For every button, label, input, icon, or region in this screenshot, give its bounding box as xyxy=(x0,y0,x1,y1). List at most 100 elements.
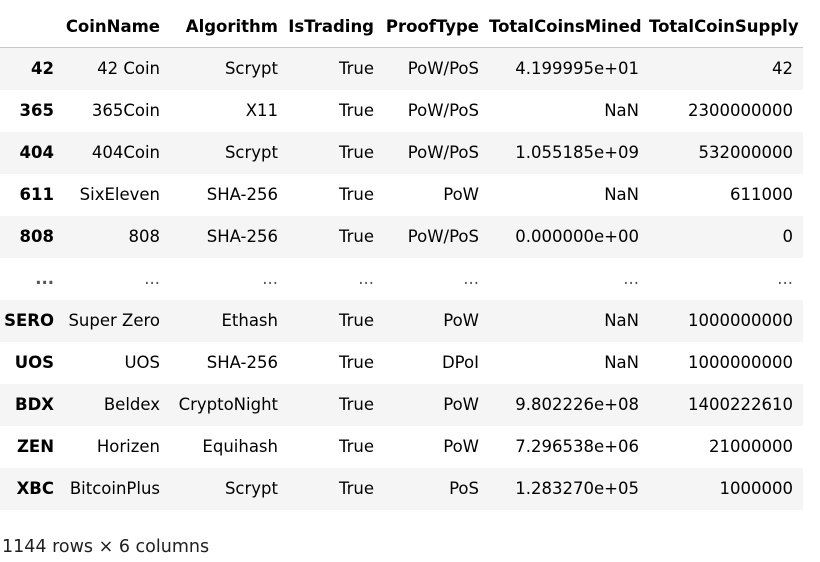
table-cell: NaN xyxy=(604,101,639,120)
row-index: 404 xyxy=(19,143,54,162)
table-header: CoinName Algorithm IsTrading ProofType T… xyxy=(0,7,803,48)
row-index: 808 xyxy=(19,227,54,246)
table-cell: 21000000 xyxy=(709,437,793,456)
table-cell: ... xyxy=(262,269,278,288)
row-index: ZEN xyxy=(16,437,54,456)
table-cell: PoW xyxy=(443,185,479,204)
table-cell: PoW/PoS xyxy=(407,59,479,78)
table-cell: 4.199995e+01 xyxy=(515,59,639,78)
table-cell: 1.055185e+09 xyxy=(515,143,639,162)
table-cell: BitcoinPlus xyxy=(69,479,160,498)
table-cell: NaN xyxy=(604,311,639,330)
table-cell: True xyxy=(338,311,374,330)
table-cell: Scrypt xyxy=(224,479,278,498)
table-cell: True xyxy=(338,143,374,162)
table-cell: 9.802226e+08 xyxy=(515,395,639,414)
table-cell: 1400222610 xyxy=(688,395,793,414)
table-cell: UOS xyxy=(124,353,160,372)
table-cell: ... xyxy=(144,269,160,288)
table-row: 808 808 SHA-256 True PoW/PoS 0.000000e+00 0 xyxy=(0,216,803,258)
table-cell: PoW/PoS xyxy=(407,227,479,246)
table-cell: 365Coin xyxy=(91,101,160,120)
table-cell: DPoI xyxy=(441,353,479,372)
table-cell: 42 Coin xyxy=(97,59,160,78)
table-cell: ... xyxy=(623,269,639,288)
column-header-coinname: CoinName xyxy=(64,7,170,48)
table-cell: 1.283270e+05 xyxy=(515,479,639,498)
table-cell: 404Coin xyxy=(91,143,160,162)
column-header-algorithm: Algorithm xyxy=(170,7,288,48)
index-header xyxy=(0,7,64,48)
table-cell: NaN xyxy=(604,353,639,372)
table-cell: True xyxy=(338,395,374,414)
table-cell: Scrypt xyxy=(224,143,278,162)
table-cell: True xyxy=(338,437,374,456)
table-cell: NaN xyxy=(604,185,639,204)
table-row: 611 SixEleven SHA-256 True PoW NaN 611000 xyxy=(0,174,803,216)
table-row: XBC BitcoinPlus Scrypt True PoS 1.283270e+05 1… xyxy=(0,468,803,510)
table-shape-summary: 1144 rows × 6 columns xyxy=(2,537,210,557)
column-header-totalcoinsmined: TotalCoinsMined xyxy=(489,7,649,48)
ellipsis-row: ..................... xyxy=(0,258,803,300)
table-cell: PoW xyxy=(443,311,479,330)
column-header-totalcoinsupply: TotalCoinSupply xyxy=(649,7,803,48)
table-cell: 2300000000 xyxy=(688,101,793,120)
row-index: ... xyxy=(35,269,54,288)
row-index: 42 xyxy=(31,59,54,78)
table-row: ZEN Horizen Equihash True PoW 7.296538e+06 210… xyxy=(0,426,803,468)
table-cell: Super Zero xyxy=(68,311,160,330)
row-index: SERO xyxy=(4,311,54,330)
table-cell: SixEleven xyxy=(79,185,160,204)
table-body: 42 42 Coin Scrypt True PoW/PoS 4.199995e+01 42… xyxy=(0,47,803,510)
table-cell: 1000000 xyxy=(719,479,794,498)
row-index: 611 xyxy=(19,185,54,204)
table-cell: CryptoNight xyxy=(178,395,278,414)
row-index: XBC xyxy=(16,479,54,498)
table-cell: Equihash xyxy=(202,437,278,456)
row-index: 365 xyxy=(19,101,54,120)
column-header-istrading: IsTrading xyxy=(288,7,384,48)
table-cell: True xyxy=(338,185,374,204)
table-cell: 42 xyxy=(772,59,793,78)
table-row: BDX Beldex CryptoNight True PoW 9.802226e+08 1… xyxy=(0,384,803,426)
table-cell: ... xyxy=(777,269,793,288)
table-row: 365 365Coin X11 True PoW/PoS NaN 2300000000 xyxy=(0,90,803,132)
table-row: UOS UOS SHA-256 True DPoI NaN 1000000000 xyxy=(0,342,803,384)
table-cell: 611000 xyxy=(730,185,793,204)
table-cell: Ethash xyxy=(221,311,278,330)
table-cell: ... xyxy=(463,269,479,288)
table-cell: 1000000000 xyxy=(688,311,793,330)
table-row: 42 42 Coin Scrypt True PoW/PoS 4.199995e+01 42 xyxy=(0,47,803,90)
table-cell: SHA-256 xyxy=(206,185,278,204)
table-cell: PoW/PoS xyxy=(407,101,479,120)
table-cell: True xyxy=(338,353,374,372)
table-cell: True xyxy=(338,101,374,120)
table-cell: Horizen xyxy=(96,437,160,456)
table-cell: ... xyxy=(358,269,374,288)
table-cell: Scrypt xyxy=(224,59,278,78)
table-cell: True xyxy=(338,227,374,246)
header-row: CoinName Algorithm IsTrading ProofType T… xyxy=(0,7,803,48)
table-cell: Beldex xyxy=(103,395,160,414)
table-row: 404 404Coin Scrypt True PoW/PoS 1.055185e+09 5… xyxy=(0,132,803,174)
table-row: SERO Super Zero Ethash True PoW NaN 1000000000 xyxy=(0,300,803,342)
column-header-prooftype: ProofType xyxy=(384,7,489,48)
row-index: BDX xyxy=(15,395,54,414)
table-cell: True xyxy=(338,59,374,78)
table-cell: SHA-256 xyxy=(206,227,278,246)
table-cell: PoW/PoS xyxy=(407,143,479,162)
table-cell: 532000000 xyxy=(698,143,793,162)
table-cell: 7.296538e+06 xyxy=(515,437,639,456)
table-cell: X11 xyxy=(245,101,278,120)
table-cell: PoW xyxy=(443,395,479,414)
table-cell: True xyxy=(338,479,374,498)
table-cell: SHA-256 xyxy=(206,353,278,372)
row-index: UOS xyxy=(14,353,54,372)
table-cell: 808 xyxy=(128,227,161,246)
table-cell: PoS xyxy=(449,479,479,498)
dataframe-table: CoinName Algorithm IsTrading ProofType T… xyxy=(0,7,803,510)
table-cell: PoW xyxy=(443,437,479,456)
table-cell: 0.000000e+00 xyxy=(515,227,639,246)
table-cell: 1000000000 xyxy=(688,353,793,372)
table-cell: 0 xyxy=(782,227,794,246)
